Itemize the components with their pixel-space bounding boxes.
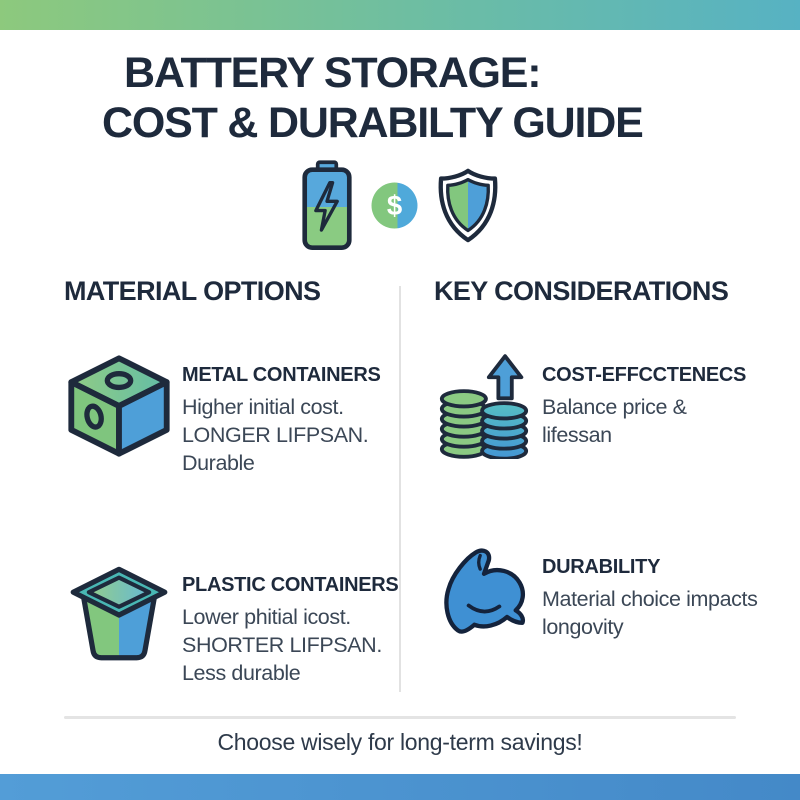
shield-icon xyxy=(436,168,500,243)
item-title: PLASTIC CONTAINERS xyxy=(182,574,399,596)
list-item-plastic-containers: PLASTIC CONTAINERS Lower phitial icost. … xyxy=(64,563,399,687)
item-line: Less durable xyxy=(182,661,301,685)
title-line-2: COST & DURABILTY GUIDE xyxy=(102,99,644,148)
dollar-circle-icon: $ xyxy=(371,182,418,229)
header-icons-row: $ xyxy=(0,158,800,252)
item-title: DURABILITY xyxy=(542,556,661,578)
list-item-metal-containers: METAL CONTAINERS Higher initial cost. LO… xyxy=(64,353,396,477)
list-item-cost-effectiveness: COST-EFFCCTENECS Balance price & lifessa… xyxy=(434,353,798,459)
page-title: BATTERY STORAGE: COST & DURABILTY GUIDE xyxy=(102,48,644,149)
coins-growth-icon xyxy=(434,353,534,459)
item-line: LONGER LIFPSAN. xyxy=(182,423,369,447)
dollar-symbol: $ xyxy=(386,190,401,221)
bicep-icon xyxy=(434,545,534,643)
item-title: METAL CONTAINERS xyxy=(182,364,381,386)
item-line: Durable xyxy=(182,451,255,475)
top-gradient-bar xyxy=(0,0,800,30)
cost-effectiveness-text: COST-EFFCCTENECS Balance price & lifessa… xyxy=(542,353,746,459)
item-title: COST-EFFCCTENECS xyxy=(542,364,747,386)
metal-cube-icon xyxy=(64,353,174,477)
item-line: Balance price & xyxy=(542,395,687,419)
durability-text: DURABILITY Material choice impacts longo… xyxy=(542,545,758,643)
battery-icon xyxy=(301,159,353,251)
key-considerations-column: KEY CONSIDERATIONS xyxy=(434,276,798,643)
metal-containers-text: METAL CONTAINERS Higher initial cost. LO… xyxy=(182,353,381,477)
bottom-color-bar xyxy=(0,774,800,800)
item-line: Higher initial cost. xyxy=(182,395,344,419)
list-item-durability: DURABILITY Material choice impacts longo… xyxy=(434,545,798,643)
item-line: lifessan xyxy=(542,423,612,447)
plastic-container-icon xyxy=(64,563,174,687)
material-options-column: MATERIAL OPTIONS xyxy=(64,276,399,687)
item-line: Lower phitial icost. xyxy=(182,605,351,629)
title-line-1: BATTERY STORAGE: xyxy=(124,49,542,97)
item-line: Material choice impacts xyxy=(542,587,758,611)
footer-divider xyxy=(64,716,736,719)
column-heading-material-options: MATERIAL OPTIONS xyxy=(64,276,321,306)
footer-tagline: Choose wisely for long-term savings! xyxy=(217,729,583,755)
column-heading-key-considerations: KEY CONSIDERATIONS xyxy=(434,276,729,306)
item-line: longovity xyxy=(542,615,624,639)
plastic-containers-text: PLASTIC CONTAINERS Lower phitial icost. … xyxy=(182,563,399,687)
item-line: SHORTER LIFPSAN. xyxy=(182,633,382,657)
column-divider xyxy=(399,286,401,692)
